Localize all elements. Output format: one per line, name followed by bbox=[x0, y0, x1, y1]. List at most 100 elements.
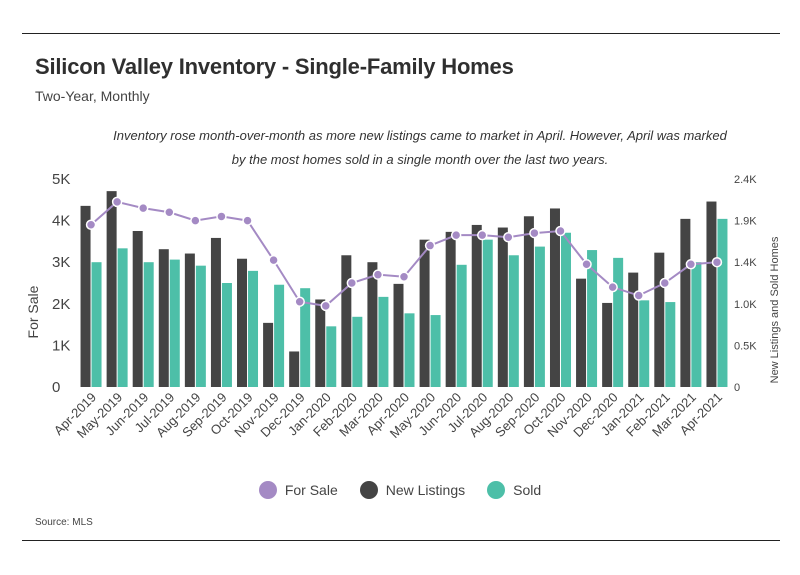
sold-bar bbox=[639, 300, 650, 387]
sold-bar bbox=[691, 262, 702, 387]
legend-label-new-listings: New Listings bbox=[385, 482, 466, 498]
new-listings-bar bbox=[106, 191, 117, 387]
legend-item-new-listings: New Listings bbox=[359, 481, 466, 499]
for-sale-point bbox=[424, 240, 436, 251]
new-listings-bar bbox=[367, 262, 378, 387]
for-sale-point bbox=[268, 254, 279, 266]
sold-bar bbox=[665, 302, 676, 387]
left-axis-tick-label: 2K bbox=[52, 296, 70, 313]
for-sale-point bbox=[137, 202, 149, 214]
new-listings-bar bbox=[341, 255, 352, 387]
legend-swatch-for-sale bbox=[258, 481, 277, 499]
for-sale-point bbox=[216, 211, 227, 222]
sold-bar bbox=[404, 313, 415, 387]
top-rule bbox=[22, 33, 780, 34]
bottom-rule bbox=[22, 540, 780, 541]
legend-item-for-sale: For Sale bbox=[258, 481, 338, 499]
sold-bar bbox=[326, 326, 337, 387]
sold-bar bbox=[117, 248, 128, 387]
sold-bar bbox=[300, 288, 311, 387]
chart-title: Silicon Valley Inventory - Single-Family… bbox=[35, 54, 514, 79]
left-axis-tick-label: 0 bbox=[52, 379, 60, 396]
for-sale-point bbox=[450, 229, 462, 241]
chart-annotation: Inventory rose month-over-month as more … bbox=[113, 128, 727, 167]
right-axis-tick-label: 1.9K bbox=[734, 216, 757, 228]
new-listings-bar bbox=[210, 237, 221, 387]
for-sale-point bbox=[633, 290, 644, 301]
legend-swatch-sold bbox=[487, 481, 506, 499]
sold-bar bbox=[560, 232, 571, 387]
for-sale-point bbox=[242, 215, 253, 226]
sold-bar bbox=[456, 264, 467, 387]
new-listings-bar bbox=[315, 299, 326, 387]
new-listings-bar bbox=[80, 205, 91, 387]
new-listings-bar bbox=[471, 224, 482, 387]
for-sale-point bbox=[476, 229, 488, 241]
right-axis-tick-label: 0 bbox=[734, 382, 740, 394]
right-axis-tick-label: 0.5K bbox=[734, 340, 757, 352]
legend-swatch-new-listings bbox=[359, 481, 378, 499]
sold-bar bbox=[482, 239, 493, 387]
for-sale-point bbox=[346, 277, 358, 289]
for-sale-point bbox=[164, 207, 175, 218]
new-listings-bar bbox=[237, 258, 248, 387]
left-axis-tick-label: 4K bbox=[52, 213, 70, 230]
sold-bar bbox=[352, 316, 363, 387]
sold-bar bbox=[430, 315, 441, 387]
right-axis-tick-label: 1.4K bbox=[734, 257, 757, 269]
new-listings-bar bbox=[628, 272, 639, 387]
sold-bar bbox=[378, 296, 389, 387]
sold-bar bbox=[169, 259, 180, 387]
new-listings-bar bbox=[523, 216, 534, 387]
for-sale-point bbox=[111, 196, 123, 208]
left-axis-tick-label: 3K bbox=[52, 254, 70, 271]
sold-bar bbox=[195, 265, 206, 387]
chart-subtitle: Two-Year, Monthly bbox=[35, 88, 150, 104]
for-sale-point bbox=[529, 227, 540, 239]
new-listings-bar bbox=[497, 227, 508, 387]
right-axis-title: New Listings and Sold Homes bbox=[769, 236, 781, 383]
right-axis-tick-label: 1.0K bbox=[734, 299, 757, 311]
left-axis-title: For Sale bbox=[25, 285, 41, 338]
chart-legend: For Sale New Listings Sold bbox=[0, 481, 800, 499]
new-listings-bar bbox=[706, 201, 717, 387]
legend-label-sold: Sold bbox=[513, 482, 542, 498]
sold-bar bbox=[143, 262, 154, 387]
for-sale-point bbox=[581, 259, 592, 270]
new-listings-bar bbox=[419, 239, 430, 387]
legend-item-sold: Sold bbox=[487, 481, 541, 499]
new-listings-bar bbox=[158, 249, 169, 387]
source-note: Source: MLS bbox=[35, 517, 93, 528]
left-axis-tick-label: 1K bbox=[52, 337, 70, 354]
new-listings-bar bbox=[184, 253, 195, 387]
new-listings-bar bbox=[680, 218, 691, 387]
sold-bar bbox=[91, 262, 102, 387]
sold-bar bbox=[274, 284, 285, 387]
for-sale-point bbox=[685, 259, 697, 270]
new-listings-bar bbox=[263, 322, 274, 387]
sold-bar bbox=[248, 270, 259, 387]
for-sale-point bbox=[320, 300, 332, 312]
legend-label-for-sale: For Sale bbox=[284, 482, 338, 498]
new-listings-bar bbox=[549, 208, 560, 387]
for-sale-point bbox=[555, 225, 566, 237]
sold-bar bbox=[613, 257, 624, 387]
left-axis-tick-label: 5K bbox=[52, 171, 70, 188]
for-sale-point bbox=[85, 219, 97, 231]
sold-bar bbox=[221, 283, 232, 387]
for-sale-point bbox=[607, 281, 618, 293]
new-listings-bar bbox=[445, 231, 456, 387]
new-listings-bar bbox=[289, 351, 300, 387]
sold-bar bbox=[534, 246, 545, 387]
for-sale-point bbox=[398, 271, 410, 283]
new-listings-bar bbox=[654, 252, 665, 387]
new-listings-bar bbox=[602, 302, 613, 387]
sold-bar bbox=[508, 255, 519, 387]
for-sale-point bbox=[659, 277, 671, 289]
chart-svg: 0 1K 2K 3K 4K 5K 0 0.5K 1.0K 1.4K 1.9K 2.4K For Sale… bbox=[25, 171, 781, 441]
for-sale-point bbox=[190, 215, 201, 226]
sold-bar bbox=[717, 218, 728, 387]
new-listings-bar bbox=[132, 231, 143, 387]
right-axis-tick-label: 2.4K bbox=[734, 174, 757, 186]
new-listings-bar bbox=[576, 278, 587, 387]
